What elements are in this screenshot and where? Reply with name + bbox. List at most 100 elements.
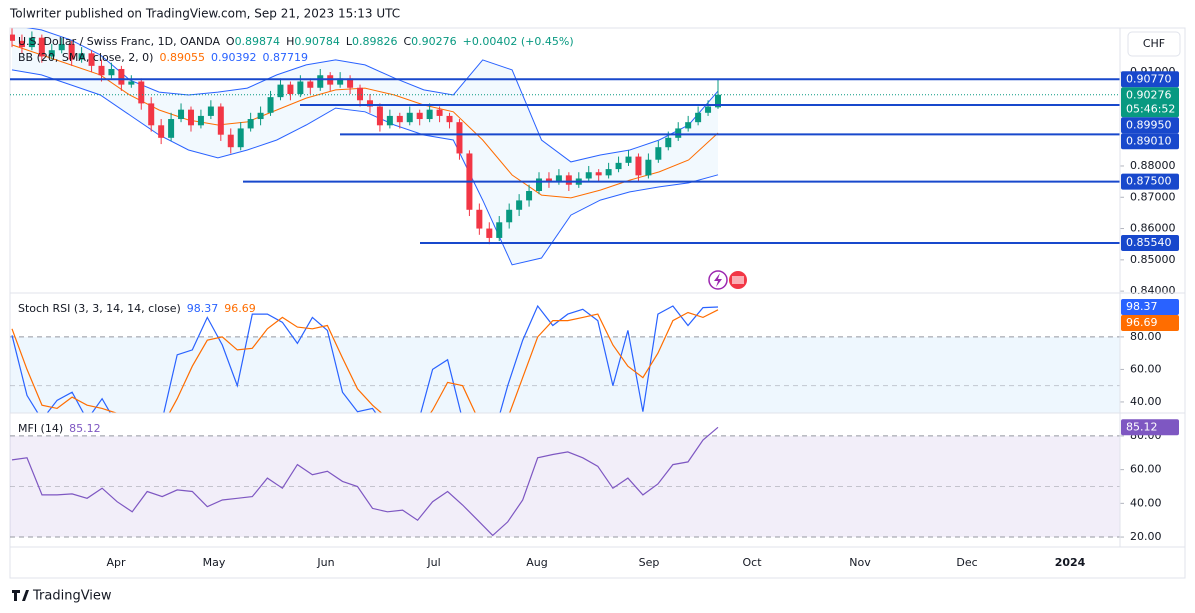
candle-body xyxy=(605,169,612,176)
value-label: 98.37 xyxy=(1126,300,1158,313)
value-label: 05:46:52 xyxy=(1126,102,1175,115)
x-tick-label: Jul xyxy=(426,556,440,569)
candle-body xyxy=(446,115,453,123)
legend-item: 0.90392 xyxy=(211,51,257,64)
candle-body xyxy=(28,37,35,48)
candle-body xyxy=(297,81,304,95)
candle-body xyxy=(58,43,65,51)
value-label: 0.87500 xyxy=(1126,175,1172,188)
legend: Stoch RSI (3, 3, 14, 14, close) 98.37 96.6… xyxy=(18,302,256,315)
candle-body xyxy=(347,78,354,88)
value-label-box xyxy=(1121,419,1179,436)
value-label: 0.89950 xyxy=(1126,118,1172,131)
candle-body xyxy=(715,94,721,108)
candle-body xyxy=(555,175,562,182)
y-tick-label: 0.84000 xyxy=(1130,284,1176,297)
legend: MFI (14) 85.12 xyxy=(18,422,101,435)
legend-item: BB (20, SMA, close, 2, 0) xyxy=(18,51,153,64)
x-tick-label: Dec xyxy=(956,556,977,569)
candle-body xyxy=(536,178,543,192)
candle-body xyxy=(436,109,443,116)
legend-item: U.S. Dollar / Swiss Franc, 1D, OANDA xyxy=(18,35,221,48)
candle-body xyxy=(158,125,165,138)
bb-fill xyxy=(12,28,718,265)
currency-button[interactable] xyxy=(1127,31,1181,57)
bb-basis xyxy=(11,44,719,199)
candle-body xyxy=(68,43,75,60)
candle-body xyxy=(118,68,125,85)
value-label-box xyxy=(1121,234,1179,251)
x-tick-label: Nov xyxy=(849,556,871,569)
candle-body xyxy=(207,106,214,116)
brand-logo xyxy=(12,590,29,601)
indicator-line xyxy=(11,309,719,413)
candle-body xyxy=(406,112,413,123)
candle-body xyxy=(635,156,642,176)
y-tick-label: 0.85000 xyxy=(1130,253,1176,266)
legend-item: Stoch RSI (3, 3, 14, 14, close) xyxy=(18,302,181,315)
candle-body xyxy=(138,81,145,104)
candle-body xyxy=(128,81,135,85)
candle-body xyxy=(48,50,55,57)
candle-body xyxy=(685,122,692,129)
candle-body xyxy=(386,115,393,126)
candle-body xyxy=(237,128,244,148)
value-label: 0.90276 xyxy=(1126,88,1172,101)
y-tick-label: 0.88000 xyxy=(1130,159,1176,172)
candle-body xyxy=(516,200,523,210)
candle-body xyxy=(665,137,672,148)
value-label: 85.12 xyxy=(1126,420,1158,433)
indicator-pane xyxy=(10,426,1120,538)
indicator-icons xyxy=(708,270,747,290)
legend-item: 98.37 xyxy=(187,302,219,315)
candle-body xyxy=(645,159,652,176)
candle-body xyxy=(565,175,572,185)
candle-body xyxy=(98,65,105,76)
value-label-box xyxy=(1121,133,1179,150)
candle-body xyxy=(486,228,493,238)
legend-item: 0.89055 xyxy=(159,51,205,64)
value-label-box xyxy=(1121,117,1179,134)
candle-body xyxy=(496,222,503,238)
candle-body xyxy=(426,109,433,120)
candle-body xyxy=(357,87,364,101)
candle-body xyxy=(257,112,264,120)
candle-body xyxy=(38,37,45,57)
value-label-box xyxy=(1121,173,1179,190)
legend: U.S. Dollar / Swiss Franc, 1D, OANDA O0.8… xyxy=(18,35,574,48)
value-label: 0.89010 xyxy=(1126,134,1172,147)
candle-body xyxy=(247,119,254,129)
x-tick-label: Aug xyxy=(526,556,547,569)
candle-body xyxy=(545,178,552,182)
candle-body xyxy=(88,53,95,66)
candle-body xyxy=(595,172,602,176)
candle-body xyxy=(197,115,204,126)
candle-body xyxy=(476,209,483,229)
candle-body xyxy=(227,134,234,148)
y-tick-label: 0.86000 xyxy=(1130,222,1176,235)
legend-item: 96.69 xyxy=(224,302,256,315)
indicator-pane xyxy=(10,304,1120,413)
y-tick-label: 60.00 xyxy=(1130,362,1162,375)
value-label: 0.85540 xyxy=(1126,236,1172,249)
currency-label: CHF xyxy=(1143,37,1165,50)
y-tick-label: 0.87000 xyxy=(1130,190,1176,203)
candle-body xyxy=(178,109,185,120)
candle-body xyxy=(675,128,682,138)
candle-body xyxy=(376,106,383,126)
brand-name: TradingView xyxy=(32,589,112,604)
y-tick-label: 60.00 xyxy=(1130,463,1162,476)
legend-item: 0.89874 xyxy=(235,35,281,48)
candle-body xyxy=(10,34,15,41)
icon-flag-stripe xyxy=(732,276,744,284)
legend: BB (20, SMA, close, 2, 0) 0.89055 0.90392 0… xyxy=(18,51,308,64)
legend-item: 0.87719 xyxy=(262,51,308,64)
candle-body xyxy=(18,40,25,48)
candle-body xyxy=(187,109,194,126)
value-label-box xyxy=(1121,71,1179,88)
published-note: Tolwriter published on TradingView.com, … xyxy=(9,7,400,21)
brand: TradingView xyxy=(12,589,112,604)
y-tick-label: 40.00 xyxy=(1130,496,1162,509)
indicator-line xyxy=(11,426,719,537)
frame xyxy=(9,27,1186,579)
